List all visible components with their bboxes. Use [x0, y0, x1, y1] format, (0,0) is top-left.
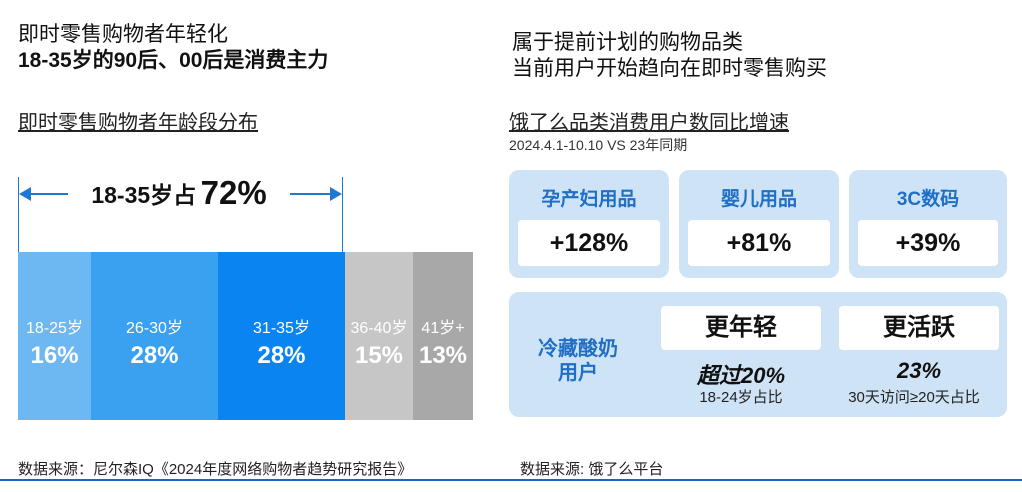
bar-segment-2: 26-30岁 28%: [91, 252, 218, 420]
yogurt-younger-value: 超过20%: [696, 363, 786, 388]
card-baby-title: 婴儿用品: [720, 189, 797, 210]
right-heading-line2: 当前用户开始趋向在即时零售购买: [512, 57, 827, 80]
bar-segment-5: 41岁+ 13%: [413, 252, 473, 420]
card-yogurt: 冷藏酸奶 用户 更年轻 超过20% 18-24岁占比 更活跃 23% 30天访问…: [509, 292, 1007, 417]
bar-category-label: 18-25岁: [26, 320, 83, 337]
bar-segment-1: 18-25岁 16%: [18, 252, 91, 420]
age-callout: 18-35岁占 72%: [68, 174, 290, 212]
left-subtitle: 即时零售购物者年龄段分布: [18, 112, 258, 134]
source-left: 数据来源：尼尔森IQ《2024年度网络购物者趋势研究报告》: [18, 461, 413, 478]
source-right: 数据来源: 饿了么平台: [520, 461, 664, 478]
bar-category-label: 26-30岁: [126, 320, 183, 337]
card-baby-value: +81%: [688, 220, 830, 266]
bar-category-label: 36-40岁: [350, 320, 408, 337]
callout-text: 18-35岁占: [91, 182, 197, 208]
yogurt-title-line1: 冷藏酸奶: [538, 338, 618, 360]
card-3c-title: 3C数码: [896, 189, 960, 210]
callout-value: 72%: [200, 174, 267, 211]
arrow-left-icon: [19, 187, 31, 201]
arrow-right-icon: [330, 187, 342, 201]
bracket-left-tick: [18, 177, 19, 252]
yogurt-active-note: 30天访问≥20天占比: [848, 389, 980, 406]
bar-value-label: 16%: [30, 342, 79, 369]
card-3c-value: +39%: [858, 220, 998, 266]
bar-segment-3: 31-35岁 28%: [218, 252, 345, 420]
left-heading-line1: 即时零售购物者年轻化: [18, 23, 228, 46]
yogurt-younger-label: 更年轻: [661, 306, 821, 350]
card-3c: 3C数码 +39%: [849, 170, 1007, 278]
yogurt-active-value: 23%: [896, 358, 942, 383]
bar-value-label: 15%: [354, 342, 404, 369]
right-heading-line1: 属于提前计划的购物品类: [512, 31, 743, 54]
card-maternity-value: +128%: [518, 220, 660, 266]
bar-category-label: 31-35岁: [253, 320, 310, 337]
yogurt-active-label: 更活跃: [839, 306, 999, 350]
yogurt-title-line2: 用户: [558, 362, 598, 384]
bar-value-label: 28%: [257, 342, 306, 369]
bracket-right-tick: [342, 177, 343, 252]
card-baby: 婴儿用品 +81%: [679, 170, 839, 278]
footer-divider: [0, 479, 1022, 481]
card-maternity-title: 孕产妇用品: [541, 189, 637, 210]
card-maternity: 孕产妇用品 +128%: [509, 170, 669, 278]
bar-segment-4: 36-40岁 15%: [345, 252, 413, 420]
bar-category-label: 41岁+: [421, 320, 465, 337]
left-heading-line2: 18-35岁的90后、00后是消费主力: [18, 49, 329, 72]
bar-value-label: 28%: [130, 342, 179, 369]
period-text: 2024.4.1-10.10 VS 23年同期: [509, 137, 688, 153]
yogurt-younger-note: 18-24岁占比: [699, 389, 783, 406]
bar-value-label: 13%: [418, 342, 468, 369]
right-subtitle: 饿了么品类消费用户数同比增速: [509, 112, 789, 134]
